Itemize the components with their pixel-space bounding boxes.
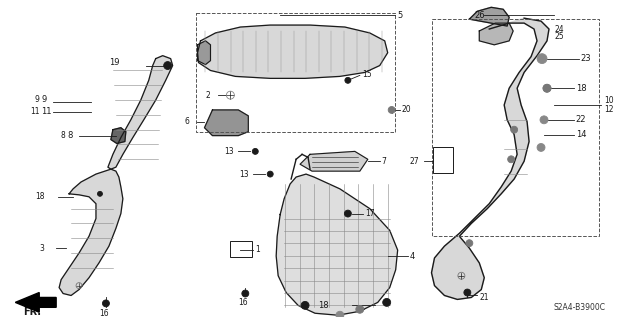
Circle shape	[508, 156, 515, 163]
Circle shape	[464, 289, 471, 296]
Text: 11: 11	[41, 108, 52, 116]
Circle shape	[268, 171, 273, 177]
Circle shape	[537, 54, 547, 64]
Text: 14: 14	[576, 130, 587, 139]
Text: 9: 9	[41, 95, 47, 104]
Text: 4: 4	[410, 252, 415, 260]
Circle shape	[103, 300, 110, 307]
Text: 19: 19	[109, 58, 119, 67]
Text: 22: 22	[576, 115, 587, 124]
Text: 8: 8	[61, 131, 65, 140]
Text: 15: 15	[362, 70, 371, 79]
Text: 11: 11	[30, 108, 39, 116]
Circle shape	[252, 148, 258, 154]
Text: 7: 7	[382, 157, 387, 166]
Polygon shape	[469, 7, 509, 26]
Circle shape	[511, 126, 518, 133]
Circle shape	[97, 191, 103, 196]
Text: 23: 23	[581, 54, 592, 63]
Circle shape	[356, 305, 364, 313]
Text: 12: 12	[604, 106, 613, 115]
Text: 25: 25	[555, 32, 564, 41]
Bar	[431, 19, 599, 236]
Text: 18: 18	[318, 301, 329, 310]
Circle shape	[383, 299, 390, 306]
Polygon shape	[197, 25, 388, 78]
Polygon shape	[431, 18, 549, 300]
Text: FR.: FR.	[24, 307, 41, 317]
Circle shape	[301, 301, 309, 309]
Text: 26: 26	[475, 11, 485, 20]
Text: 10: 10	[604, 96, 613, 105]
Text: 1: 1	[255, 244, 260, 253]
Text: 17: 17	[365, 209, 375, 218]
Circle shape	[345, 210, 352, 217]
Text: 3: 3	[39, 244, 44, 252]
Circle shape	[164, 61, 171, 69]
Bar	[196, 13, 395, 132]
Text: 8: 8	[67, 131, 73, 140]
Circle shape	[543, 84, 551, 92]
Polygon shape	[197, 41, 210, 65]
Circle shape	[345, 77, 351, 83]
Text: 18: 18	[36, 192, 45, 201]
Polygon shape	[59, 169, 123, 295]
Text: 18: 18	[576, 84, 587, 93]
Circle shape	[242, 290, 249, 297]
Bar	[434, 148, 454, 173]
Circle shape	[466, 240, 473, 247]
Text: 16: 16	[99, 309, 108, 318]
Text: 13: 13	[224, 147, 234, 156]
Circle shape	[388, 107, 395, 113]
Text: 2: 2	[206, 91, 210, 100]
Text: 21: 21	[479, 293, 489, 302]
Text: 13: 13	[240, 170, 249, 179]
Circle shape	[537, 143, 545, 151]
Text: S2A4-B3900C: S2A4-B3900C	[554, 303, 606, 312]
Polygon shape	[15, 292, 56, 312]
Polygon shape	[108, 56, 173, 169]
Polygon shape	[300, 151, 368, 171]
Circle shape	[543, 84, 551, 92]
Polygon shape	[479, 23, 513, 45]
Text: 6: 6	[185, 117, 189, 126]
Text: 20: 20	[402, 106, 412, 115]
Bar	[231, 241, 252, 257]
Text: 5: 5	[397, 11, 403, 20]
Circle shape	[540, 116, 548, 124]
Polygon shape	[204, 110, 248, 136]
Text: 16: 16	[238, 298, 248, 307]
Circle shape	[336, 311, 344, 319]
Polygon shape	[276, 174, 397, 315]
Text: 27: 27	[410, 157, 419, 166]
Text: 9: 9	[34, 95, 39, 104]
Text: 24: 24	[555, 25, 564, 34]
Polygon shape	[111, 128, 126, 143]
